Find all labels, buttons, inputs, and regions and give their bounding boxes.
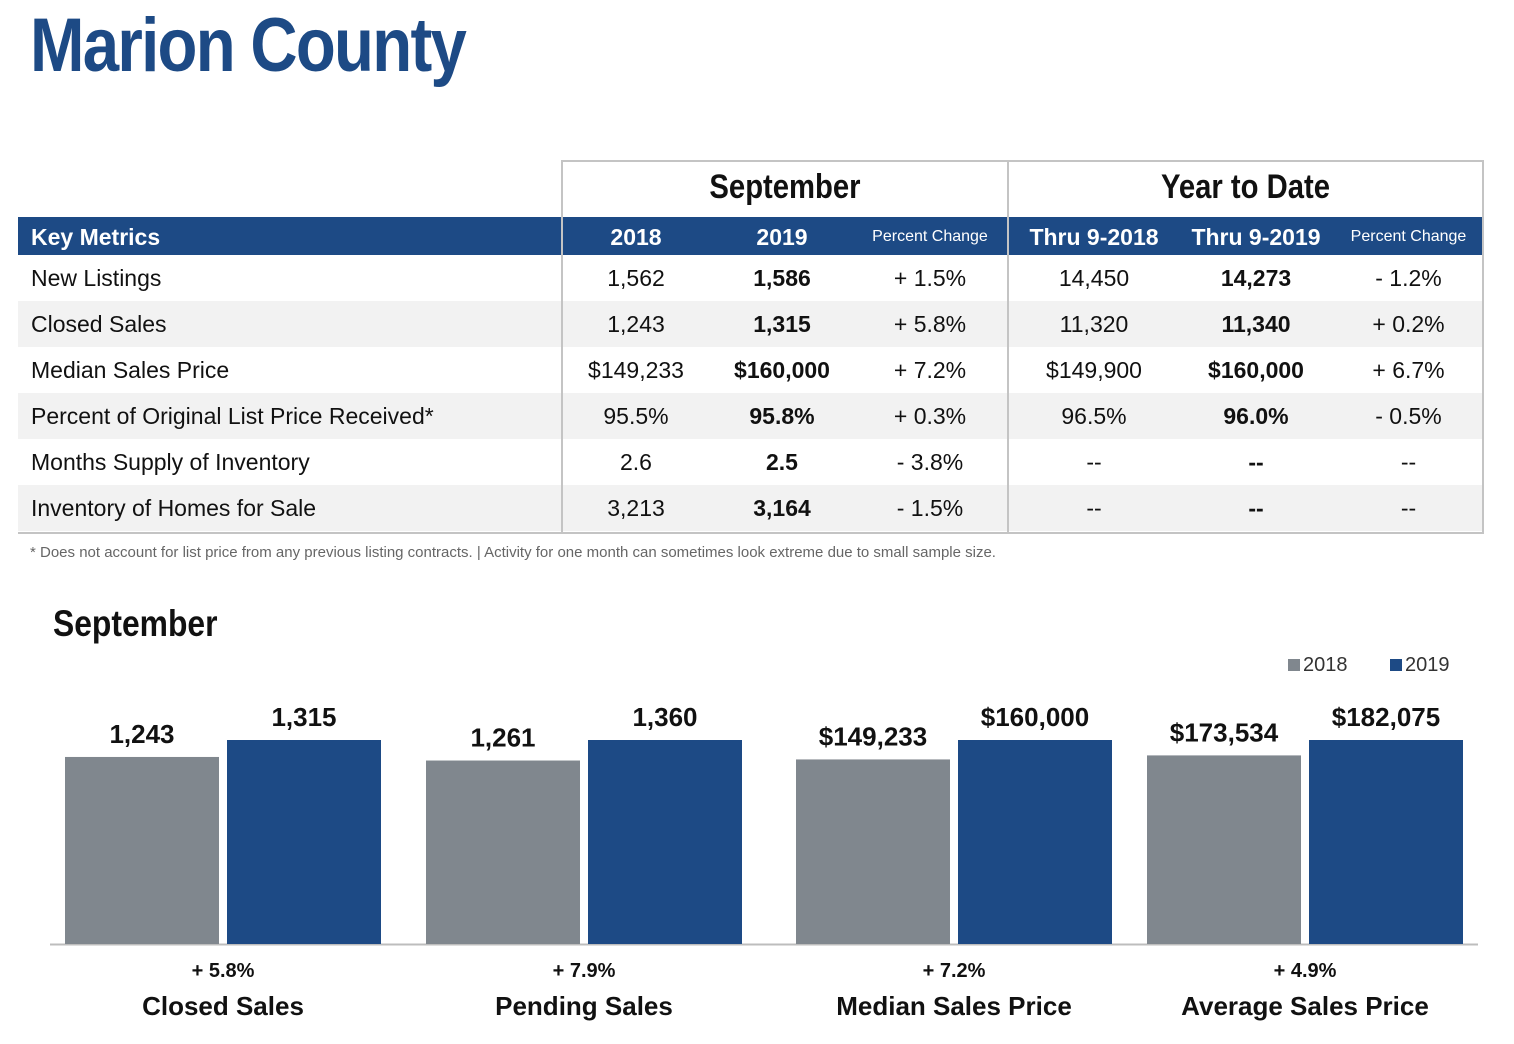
category-label: Average Sales Price: [1181, 991, 1429, 1021]
column-divider: [1482, 217, 1484, 534]
header-sep-2018: 2018: [610, 224, 662, 250]
legend-swatch-2019: [1390, 659, 1402, 671]
category-label: Pending Sales: [495, 991, 673, 1021]
ytd-percent-change: + 6.7%: [1372, 357, 1445, 383]
sep-percent-change: - 1.5%: [896, 495, 964, 521]
sep-percent-change: + 0.3%: [893, 403, 967, 429]
metric-label: Median Sales Price: [31, 357, 230, 383]
bar-average-sales-price-2019: [1309, 740, 1463, 944]
sep-percent-change: + 7.2%: [893, 357, 967, 383]
ytd-2018-value: 96.5%: [1061, 403, 1127, 429]
header-ytd-percent-change: Percent Change: [1350, 228, 1467, 245]
ytd-percent-change: - 0.5%: [1375, 403, 1442, 429]
metric-label: Closed Sales: [31, 311, 167, 337]
sep-percent-change: + 5.8%: [893, 311, 967, 337]
ytd-2019-value: --: [1248, 495, 1264, 521]
sep-2019-value: 1,315: [753, 311, 811, 337]
ytd-2018-value: $149,900: [1046, 357, 1142, 383]
category-label: Median Sales Price: [836, 991, 1072, 1021]
table-row: Inventory of Homes for Sale 3,213 3,164 …: [18, 485, 1484, 531]
category-label: Closed Sales: [142, 991, 304, 1021]
metric-label: Months Supply of Inventory: [31, 449, 310, 475]
sep-2019-value: 2.5: [766, 449, 798, 475]
table-row: Months Supply of Inventory 2.6 2.5 - 3.8…: [18, 439, 1484, 485]
ytd-2019-value: 11,340: [1221, 311, 1291, 337]
ytd-percent-change: --: [1400, 495, 1417, 521]
sep-2018-value: 1,243: [607, 311, 665, 337]
bar-pending-sales-2019: [588, 740, 742, 944]
september-group-title: September: [709, 168, 861, 206]
bar-closed-sales-2019: [227, 740, 381, 944]
sep-2018-value: 3,213: [607, 495, 665, 521]
ytd-2018-value: --: [1086, 449, 1102, 475]
sep-2018-value: 2.6: [620, 449, 652, 475]
bar-average-sales-price-2018: [1147, 755, 1301, 944]
ytd-2018-value: 11,320: [1059, 311, 1129, 337]
table-bottom-border: [18, 532, 1484, 534]
header-sep-percent-change: Percent Change: [872, 228, 988, 245]
page-title: Marion County: [30, 3, 467, 88]
bar-closed-sales-2018: [65, 756, 219, 944]
sep-2018-value: 95.5%: [603, 403, 669, 429]
percent-change-label: + 7.2%: [922, 960, 986, 982]
sep-percent-change: + 1.5%: [893, 265, 967, 291]
percent-change-label: + 7.9%: [552, 960, 616, 982]
ytd-2019-value: 14,273: [1220, 265, 1292, 291]
bar-chart: 1,243 1,315 1,261 1,360 $149,233 $160,000 $173…: [50, 702, 1478, 946]
metric-label: Inventory of Homes for Sale: [31, 495, 317, 521]
legend-item-2018: 2018: [1288, 654, 1348, 677]
column-divider: [1007, 217, 1009, 534]
data-label: 1,315: [271, 702, 336, 732]
data-label: 1,261: [470, 723, 535, 753]
ytd-percent-change: + 0.2%: [1372, 311, 1445, 337]
header-ytd-2019: Thru 9-2019: [1191, 224, 1321, 250]
legend-swatch-2018: [1288, 659, 1300, 671]
table-row: Median Sales Price $149,233 $160,000 + 7…: [18, 347, 1484, 393]
ytd-2019-value: $160,000: [1208, 357, 1304, 383]
bar-median-sales-price-2019: [958, 740, 1112, 944]
key-metrics-table: September Year to Date Key Metrics 2018 …: [18, 160, 1484, 534]
ytd-percent-change: --: [1400, 449, 1417, 475]
table-header-row: Key Metrics 2018 2019 Percent Change Thr…: [18, 217, 1484, 255]
data-label: 1,243: [109, 719, 174, 749]
ytd-group-title: Year to Date: [1160, 168, 1331, 206]
table-row: Closed Sales 1,243 1,315 + 5.8% 11,320 1…: [18, 301, 1484, 347]
percent-change-label: + 4.9%: [1273, 960, 1337, 982]
sep-2019-value: $160,000: [734, 357, 830, 383]
metric-label: Percent of Original List Price Received*: [31, 403, 434, 429]
legend-item-2019: 2019: [1390, 654, 1450, 677]
footnote: * Does not account for list price from a…: [30, 544, 996, 561]
header-key-metrics: Key Metrics: [31, 224, 161, 250]
chart-title: September: [53, 603, 218, 644]
data-label: $160,000: [981, 702, 1089, 732]
sep-percent-change: - 3.8%: [896, 449, 964, 475]
bar-pending-sales-2018: [426, 760, 580, 944]
metric-label: New Listings: [31, 265, 162, 291]
data-label: $182,075: [1332, 702, 1440, 732]
data-label: $173,534: [1170, 717, 1279, 747]
legend-label-2018: 2018: [1303, 654, 1348, 676]
bar-median-sales-price-2018: [796, 759, 950, 944]
ytd-2018-value: 14,450: [1058, 265, 1130, 291]
percent-change-label: + 5.8%: [191, 960, 255, 982]
data-label: 1,360: [632, 702, 697, 732]
ytd-2019-value: --: [1248, 449, 1264, 475]
sep-2019-value: 1,586: [753, 265, 811, 291]
column-divider: [561, 217, 563, 534]
ytd-2019-value: 96.0%: [1223, 403, 1289, 429]
sep-2019-value: 3,164: [753, 495, 811, 521]
ytd-2018-value: --: [1086, 495, 1102, 521]
header-ytd-2018: Thru 9-2018: [1029, 224, 1159, 250]
header-sep-2019: 2019: [756, 224, 808, 250]
sep-2018-value: $149,233: [588, 357, 684, 383]
data-label: $149,233: [819, 721, 927, 751]
legend-label-2019: 2019: [1405, 654, 1450, 676]
table-row: Percent of Original List Price Received*…: [18, 393, 1484, 439]
sep-2018-value: 1,562: [607, 265, 665, 291]
ytd-percent-change: - 1.2%: [1375, 265, 1442, 291]
sep-2019-value: 95.8%: [749, 403, 815, 429]
table-row: New Listings 1,562 1,586 + 1.5% 14,450 1…: [18, 255, 1484, 301]
